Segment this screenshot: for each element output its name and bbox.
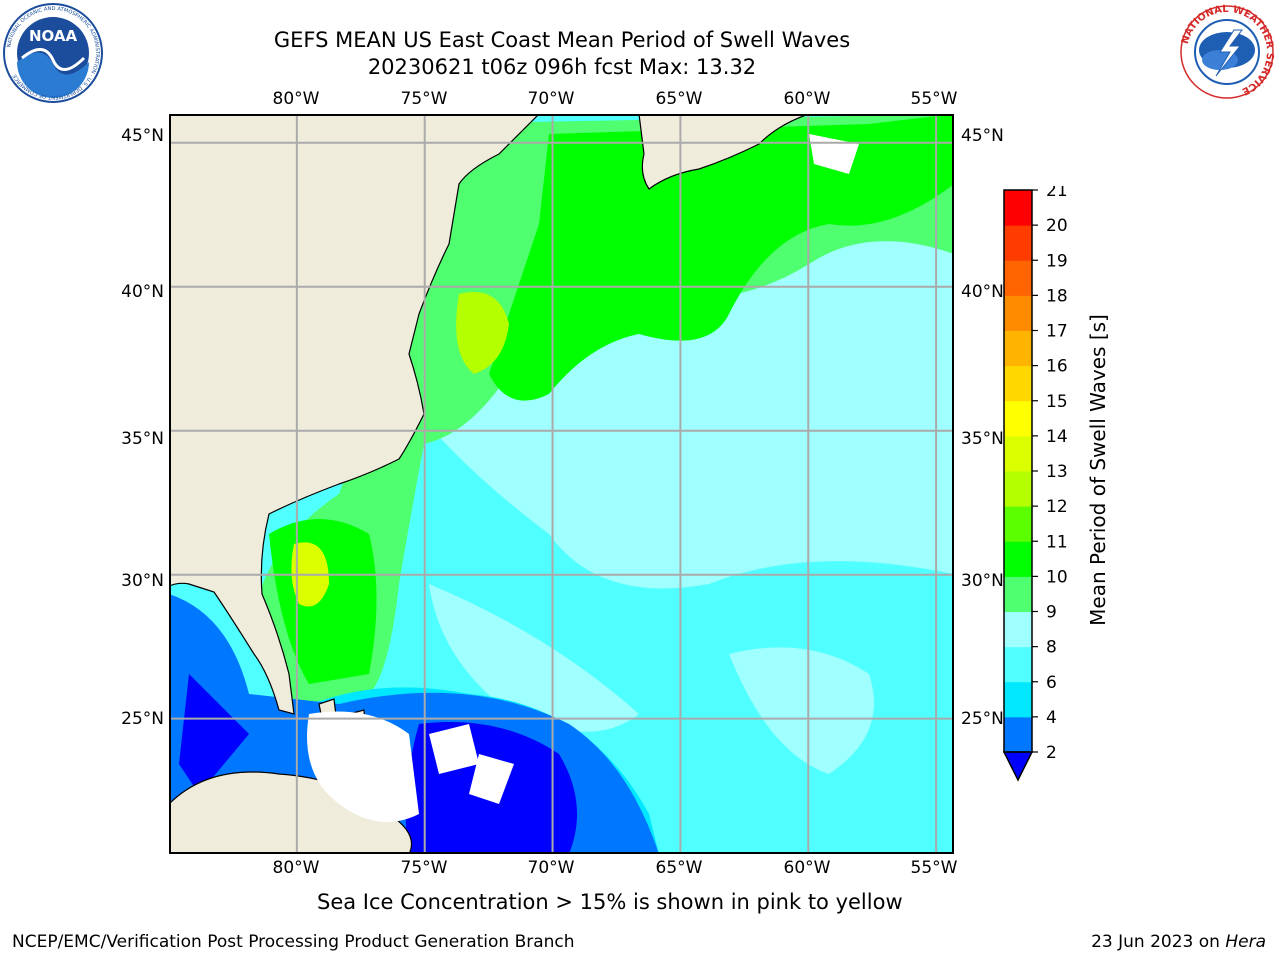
lon-tick-bottom-80w: 80°W bbox=[272, 858, 320, 878]
lat-tick-right-35n: 35°N bbox=[961, 429, 1004, 449]
noaa-logo: NOAA NATIONAL OCEANIC AND ATMOSPHERIC AD… bbox=[3, 3, 103, 103]
map-frame bbox=[169, 114, 954, 854]
lon-tick-top-70w: 70°W bbox=[527, 89, 575, 109]
lon-tick-top-75w: 75°W bbox=[400, 89, 448, 109]
colorbar-cell bbox=[1004, 330, 1032, 367]
lat-tick-left-40n: 40°N bbox=[121, 282, 164, 302]
footer-date: 23 Jun 2023 on bbox=[1091, 932, 1220, 952]
colorbar-cell bbox=[1004, 400, 1032, 437]
lat-tick-left-35n: 35°N bbox=[121, 429, 164, 449]
colorbar-cell bbox=[1004, 716, 1032, 753]
swell-region-8s-east bbox=[729, 647, 874, 774]
colorbar-tick-label: 21 bbox=[1046, 186, 1068, 201]
map-plot bbox=[169, 114, 954, 854]
colorbar-cell bbox=[1004, 611, 1032, 648]
colorbar-tick-label: 15 bbox=[1046, 392, 1068, 412]
lon-tick-top-55w: 55°W bbox=[910, 89, 958, 109]
colorbar-tick-label: 2 bbox=[1046, 743, 1057, 763]
colorbar-cell bbox=[1004, 471, 1032, 507]
colorbar-cell bbox=[1004, 646, 1032, 683]
lon-tick-bottom-70w: 70°W bbox=[527, 858, 575, 878]
swell-region-11s bbox=[489, 114, 954, 401]
colorbar-cell bbox=[1004, 506, 1032, 542]
colorbar-tick-label: 11 bbox=[1046, 532, 1068, 552]
colorbar-ticks: 2 4 6 8 9 10 11 12 13 14 15 16 17 18 19 20 21 bbox=[1032, 186, 1068, 763]
colorbar-tick-label: 12 bbox=[1046, 497, 1068, 517]
lon-tick-bottom-65w: 65°W bbox=[655, 858, 703, 878]
colorbar-tick-label: 19 bbox=[1046, 251, 1068, 271]
chart-title-line1: GEFS MEAN US East Coast Mean Period of S… bbox=[273, 28, 851, 52]
lat-tick-right-40n: 40°N bbox=[961, 282, 1004, 302]
lon-tick-top-80w: 80°W bbox=[272, 89, 320, 109]
swell-region-2s bbox=[179, 674, 577, 854]
colorbar-cell bbox=[1004, 365, 1032, 402]
no-data-patches bbox=[307, 134, 859, 822]
graticule bbox=[169, 114, 954, 854]
colorbar-tick-label: 18 bbox=[1046, 286, 1068, 306]
noaa-logo-text: NOAA bbox=[29, 27, 78, 45]
us-east-coast-land bbox=[169, 114, 540, 715]
swell-region-9s-south bbox=[429, 584, 639, 732]
colorbar-extend-min bbox=[1002, 751, 1034, 782]
colorbar-tick-label: 4 bbox=[1046, 708, 1057, 728]
footer-left: NCEP/EMC/Verification Post Processing Pr… bbox=[12, 932, 575, 952]
colorbar-tick-label: 6 bbox=[1046, 673, 1057, 693]
colorbar-cells bbox=[1002, 189, 1034, 782]
colorbar-tick-label: 14 bbox=[1046, 427, 1068, 447]
lon-tick-bottom-60w: 60°W bbox=[783, 858, 831, 878]
footer-right: 23 Jun 2023 on Hera bbox=[1091, 932, 1266, 952]
footer-host: Hera bbox=[1225, 932, 1266, 952]
lat-tick-right-25n: 25°N bbox=[961, 709, 1004, 729]
nova-scotia-land bbox=[638, 114, 810, 190]
colorbar-tick-label: 20 bbox=[1046, 216, 1068, 236]
colorbar-tick-label: 13 bbox=[1046, 462, 1068, 482]
lon-tick-top-65w: 65°W bbox=[655, 89, 703, 109]
colorbar-tick-label: 17 bbox=[1046, 322, 1068, 342]
sea-ice-caption: Sea Ice Concentration > 15% is shown in … bbox=[317, 890, 903, 914]
lat-tick-left-30n: 30°N bbox=[121, 571, 164, 591]
lat-tick-right-45n: 45°N bbox=[961, 126, 1004, 146]
colorbar-cell bbox=[1004, 260, 1032, 296]
colorbar-tick-label: 10 bbox=[1046, 567, 1068, 587]
swell-region-12s bbox=[456, 292, 509, 374]
colorbar-cell bbox=[1004, 295, 1032, 331]
colorbar-cell bbox=[1004, 541, 1032, 577]
colorbar-tick-label: 9 bbox=[1046, 603, 1057, 623]
chart-title-line2: 20230621 t06z 096h fcst Max: 13.32 bbox=[367, 55, 757, 79]
colorbar-cell bbox=[1004, 576, 1032, 612]
colorbar-title: Mean Period of Swell Waves [s] bbox=[1086, 314, 1110, 626]
colorbar-tick-label: 16 bbox=[1046, 357, 1068, 377]
colorbar-tick-label: 8 bbox=[1046, 638, 1057, 658]
colorbar-cell bbox=[1004, 190, 1032, 226]
lon-tick-bottom-55w: 55°W bbox=[910, 858, 958, 878]
nws-logo: NATIONAL WEATHER SERVICE bbox=[1180, 4, 1275, 99]
lon-tick-bottom-75w: 75°W bbox=[400, 858, 448, 878]
colorbar-cell bbox=[1004, 435, 1032, 472]
lat-tick-left-25n: 25°N bbox=[121, 709, 164, 729]
colorbar: 2 4 6 8 9 10 11 12 13 14 15 16 17 18 19 20 21 bbox=[1002, 186, 1068, 782]
lon-tick-top-60w: 60°W bbox=[783, 89, 831, 109]
lat-tick-right-30n: 30°N bbox=[961, 571, 1004, 591]
colorbar-cell bbox=[1004, 681, 1032, 718]
colorbar-cell bbox=[1004, 225, 1032, 261]
lat-tick-left-45n: 45°N bbox=[121, 126, 164, 146]
